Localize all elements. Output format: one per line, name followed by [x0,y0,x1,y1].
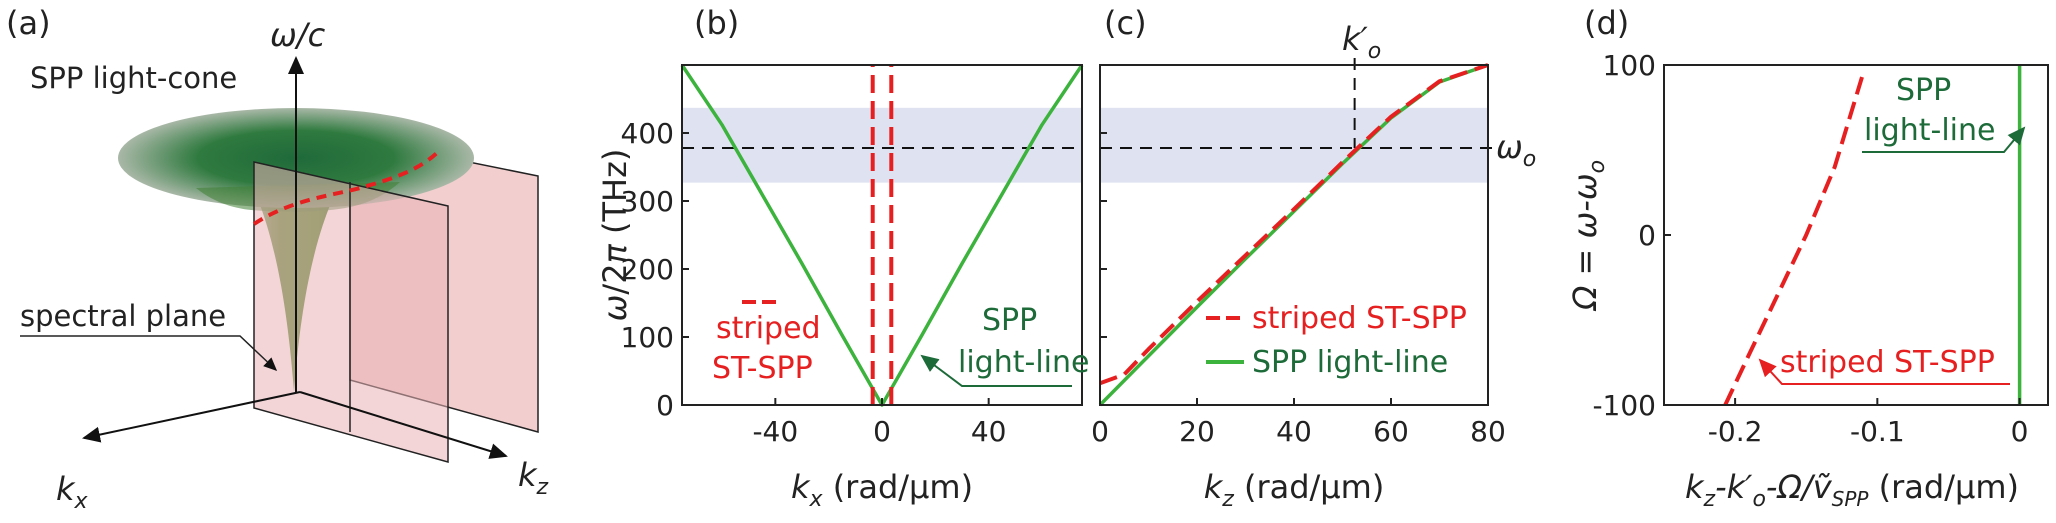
panel-d-xtick-label: -0.2 [1708,415,1763,448]
panel-c-xtick-label: 20 [1179,415,1215,448]
panel-d-ann-lightline: light-line [1864,113,1995,148]
panel-b-ann-striped: striped [716,311,821,346]
panel-c-legend-green: SPP light-line [1252,345,1448,380]
panel-b-ann-arrow [920,354,1072,387]
panel-b-ytick-label: 400 [621,117,674,150]
kz-label: kz [518,456,549,500]
panel-a-label: (a) [6,4,51,42]
spectral-plane-label: spectral plane [20,299,226,333]
kx-label: kx [56,470,89,514]
kx-axis [82,391,301,443]
panel-c: (c) 0 20 40 60 80 k′o ωo kz (rad/μm) striped… [1091,4,1536,512]
panel-d-ytick-label: -100 [1592,389,1656,422]
st-spp-trajectory [252,148,442,226]
panel-d-ytick-label: 0 [1638,219,1656,252]
panel-c-label: (c) [1104,4,1147,42]
panel-b-ann-stspp: ST-SPP [712,351,813,386]
panel-c-xlabel: kz (rad/μm) [1204,468,1385,512]
panel-b-xtick-label: 40 [971,415,1007,448]
panel-c-xtick-label: 80 [1470,415,1506,448]
kz-axis [299,391,508,459]
panel-a: (a) ω/c SPP light-cone spectral plane kx… [6,4,549,514]
panel-c-legend-red: striped ST-SPP [1252,301,1467,336]
panel-c-xtick-label: 0 [1091,415,1109,448]
panel-b-xlabel: kx (rad/μm) [791,468,973,512]
panel-b-band [682,107,1082,183]
panel-b-ytick-label: 100 [621,321,674,354]
panel-b-ann-lightline: light-line [958,345,1089,380]
panel-d-ann-spp: SPP [1896,73,1951,108]
cone-label: SPP light-cone [30,61,237,95]
panel-d: (d) -0.2 -0.1 0 -100 0 100 Ω = ω-ωo kz-k′o-Ω/… [1566,4,2049,512]
panel-c-series-st-spp-1 [1099,63,1489,386]
panel-c-band [1100,107,1488,183]
panel-b-ytick-label: 300 [621,185,674,218]
panel-b-xtick-label: -40 [752,415,798,448]
panel-d-ytick-label: 100 [1603,49,1656,82]
panel-b-xtick-label: 0 [873,415,891,448]
panel-d-label: (d) [1584,4,1629,42]
spectral-plane-leader [20,335,278,372]
panel-c-xtick-label: 40 [1276,415,1312,448]
panel-d-ann-striped: striped ST-SPP [1780,345,1995,380]
omega-axis-label: ω/c [270,16,326,54]
spectral-plane-front [253,161,449,463]
panel-d-ann-red-arrow [1758,358,2010,385]
panel-b-ylabel: ω/2π (THz) [596,149,634,322]
panel-d-ylabel: Ω = ω-ωo [1566,160,1610,312]
panel-d-ann-green-arrow [1862,126,2026,153]
panel-c-vline-label: k′o [1342,20,1381,64]
panel-b-ann-spp: SPP [982,303,1037,338]
panel-b-ytick-label: 200 [621,253,674,286]
panel-d-xtick-label: 0 [2011,415,2029,448]
panel-d-xtick-label: -0.1 [1850,415,1905,448]
panel-b-ytick-label: 0 [656,389,674,422]
panel-c-xtick-label: 60 [1373,415,1409,448]
panel-d-xlabel: kz-k′o-Ω/ṽSPP (rad/μm) [1685,468,2019,512]
panel-b-label: (b) [694,4,739,42]
panel-c-hline-label: ωo [1496,128,1536,172]
